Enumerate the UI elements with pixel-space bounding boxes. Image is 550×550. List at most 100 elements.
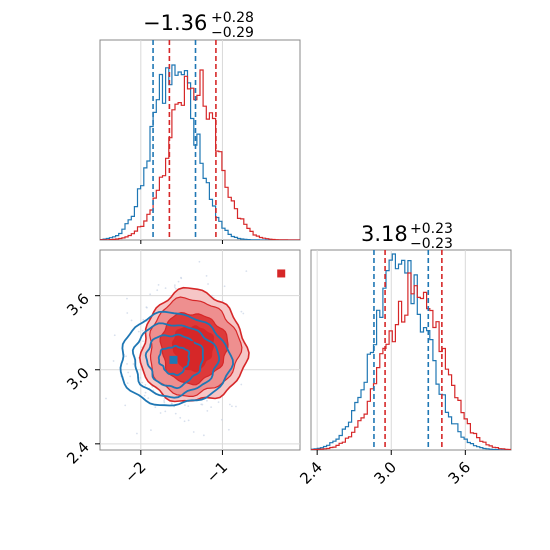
sample-point xyxy=(136,432,138,435)
sample-point xyxy=(164,410,167,413)
hist-param1-panel xyxy=(99,39,301,241)
contour-level-series-a xyxy=(119,310,235,407)
title-param1-value: −1.36 xyxy=(143,11,207,35)
hist-param1-series-b xyxy=(100,69,300,240)
sample-point xyxy=(187,405,190,408)
title-param2-minus: −0.23 xyxy=(410,236,453,252)
sample-point xyxy=(144,383,147,386)
tick-label-param2-x: 3.0 xyxy=(370,458,400,488)
sample-point xyxy=(170,402,173,405)
sample-point xyxy=(221,299,224,302)
sample-point xyxy=(129,375,132,378)
sample-point xyxy=(245,270,248,273)
title-param2-plus: +0.23 xyxy=(410,221,453,237)
sample-point xyxy=(137,330,140,333)
tick-label-param2-y: 3.0 xyxy=(63,364,93,394)
sample-point xyxy=(174,412,177,415)
sample-point xyxy=(142,340,144,343)
sample-point xyxy=(223,285,226,288)
sample-point xyxy=(105,397,107,400)
sample-point xyxy=(157,283,160,286)
sample-point xyxy=(150,429,152,432)
sample-point xyxy=(139,376,142,379)
sample-point xyxy=(126,297,128,300)
sample-point xyxy=(228,403,231,406)
sample-point xyxy=(154,406,157,409)
sample-point xyxy=(240,383,243,386)
sample-point xyxy=(142,318,145,321)
hist-param2-panel xyxy=(310,249,512,451)
marker-extra xyxy=(277,269,286,278)
sample-point xyxy=(173,286,176,288)
sample-point xyxy=(152,389,155,392)
sample-point xyxy=(230,405,233,408)
sample-point xyxy=(200,403,203,406)
sample-point xyxy=(183,420,186,423)
sample-point xyxy=(206,410,209,412)
contour-level-series-a xyxy=(144,333,204,390)
contour-markers xyxy=(169,269,286,364)
contour-layer xyxy=(105,260,250,456)
tick-label-param2-y: 2.4 xyxy=(63,438,93,468)
sample-point xyxy=(126,382,129,385)
title-param1-plus: +0.28 xyxy=(211,10,254,26)
sample-point xyxy=(242,312,245,315)
title-param1: −1.36 +0.28 −0.29 xyxy=(143,10,254,41)
sample-point xyxy=(141,381,144,384)
sample-point xyxy=(202,434,205,437)
sample-point xyxy=(180,276,182,279)
sample-point xyxy=(210,406,213,409)
sample-point xyxy=(163,398,166,400)
sample-point xyxy=(147,397,150,400)
sample-point xyxy=(130,319,133,322)
sample-point xyxy=(206,399,208,402)
sample-point xyxy=(176,454,178,456)
sample-point xyxy=(141,329,144,332)
tick-label-param1: −2 xyxy=(121,458,149,486)
hist-param2-layer xyxy=(311,250,511,450)
title-param2: 3.18 +0.23 −0.23 xyxy=(361,221,453,252)
sample-point xyxy=(163,400,165,402)
marker-series-b xyxy=(185,341,194,350)
contour-level-series-a xyxy=(157,344,191,377)
title-param1-minus: −0.29 xyxy=(211,25,254,41)
sample-point xyxy=(235,405,237,408)
sample-point xyxy=(126,312,129,314)
tick-label-param2-x: 3.6 xyxy=(445,458,475,488)
title-param2-value: 3.18 xyxy=(361,222,408,246)
sample-point xyxy=(240,310,243,313)
sample-point xyxy=(173,284,176,287)
sample-point xyxy=(192,431,195,433)
sample-point xyxy=(124,404,127,407)
hist-param1-grid xyxy=(140,40,223,240)
sample-point xyxy=(198,260,201,263)
sample-point xyxy=(159,412,162,414)
sample-point xyxy=(163,401,166,404)
contour-panel xyxy=(99,249,301,456)
sample-point xyxy=(207,283,209,285)
sample-point xyxy=(143,394,146,397)
hist-param2-grid xyxy=(316,250,466,450)
sample-point xyxy=(113,334,116,337)
sample-point xyxy=(205,274,208,277)
sample-point xyxy=(144,391,147,394)
hist-param2-series-b xyxy=(311,272,511,450)
sample-point xyxy=(151,385,154,388)
sample-point xyxy=(174,287,177,290)
tick-label-param1: −1 xyxy=(203,458,231,486)
sample-point xyxy=(227,428,230,431)
sample-point xyxy=(217,401,220,404)
sample-point xyxy=(164,287,167,290)
hist-param1-series-a xyxy=(100,64,300,240)
sample-point xyxy=(125,355,127,358)
sample-point xyxy=(156,289,159,292)
sample-point xyxy=(179,416,182,419)
marker-series-a xyxy=(169,355,178,364)
sample-point xyxy=(177,280,180,283)
tick-label-param2-y: 3.6 xyxy=(63,290,93,320)
tick-label-param2-x: 2.4 xyxy=(296,458,326,488)
sample-point xyxy=(127,371,130,374)
sample-point xyxy=(149,293,152,296)
sample-point xyxy=(112,360,115,362)
